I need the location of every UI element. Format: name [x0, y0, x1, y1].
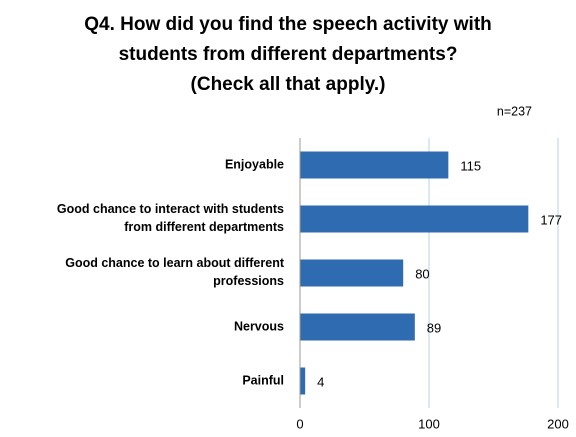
value-label: 4 — [317, 374, 324, 389]
bar — [300, 259, 404, 287]
bar — [300, 151, 449, 179]
y-tick-label: Good chance to learn about different prof… — [65, 256, 285, 288]
x-tick-label: 100 — [418, 416, 440, 431]
x-tick-label: 0 — [296, 416, 303, 431]
value-label: 177 — [540, 212, 562, 227]
chart-subtitle: n=237 — [497, 104, 532, 118]
chart-title: Q4. How did you find the speech activity… — [84, 14, 492, 95]
value-label: 89 — [427, 320, 441, 335]
y-tick-label: Nervous — [234, 319, 284, 333]
value-label: 80 — [415, 266, 429, 281]
bar — [300, 313, 415, 341]
bar — [300, 367, 306, 395]
value-label: 115 — [460, 158, 481, 173]
bar — [300, 205, 529, 233]
y-tick-label: Painful — [242, 373, 284, 387]
x-tick-label: 200 — [547, 416, 569, 431]
y-tick-label: Enjoyable — [225, 157, 284, 171]
y-tick-label: Good chance to interact with students fro… — [57, 202, 284, 234]
